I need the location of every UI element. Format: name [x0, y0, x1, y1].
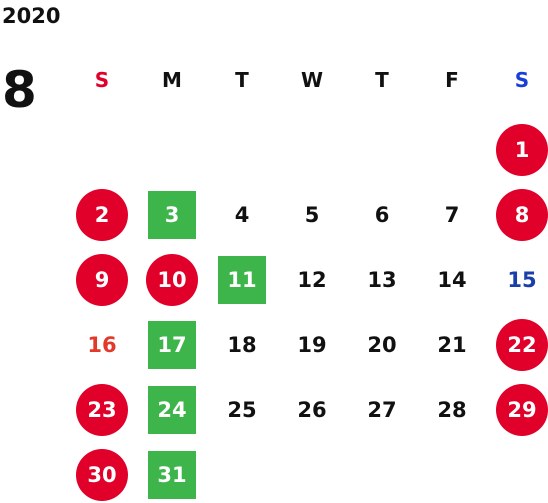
weekday-3: W: [300, 68, 324, 92]
weekday-6: S: [514, 68, 530, 92]
day-cell[interactable]: 1: [496, 124, 548, 176]
day-cell[interactable]: 21: [437, 333, 467, 357]
day-cell[interactable]: 29: [496, 384, 548, 436]
day-cell[interactable]: 30: [76, 449, 128, 501]
day-cell[interactable]: 18: [227, 333, 257, 357]
day-cell[interactable]: 23: [76, 384, 128, 436]
month-number: 8: [2, 61, 37, 119]
day-cell[interactable]: 28: [437, 398, 467, 422]
day-cell[interactable]: 24: [148, 386, 196, 434]
day-cell[interactable]: 25: [227, 398, 257, 422]
day-cell[interactable]: 26: [297, 398, 327, 422]
day-cell[interactable]: 20: [367, 333, 397, 357]
day-cell[interactable]: 8: [496, 189, 548, 241]
day-cell[interactable]: 10: [146, 254, 198, 306]
weekday-0: S: [94, 68, 110, 92]
day-cell[interactable]: 7: [444, 203, 460, 227]
day-cell[interactable]: 11: [218, 256, 266, 304]
day-cell[interactable]: 22: [496, 319, 548, 371]
day-cell[interactable]: 5: [304, 203, 320, 227]
day-cell[interactable]: 27: [367, 398, 397, 422]
day-cell[interactable]: 15: [507, 268, 537, 292]
day-cell[interactable]: 13: [367, 268, 397, 292]
day-cell[interactable]: 19: [297, 333, 327, 357]
day-cell[interactable]: 14: [437, 268, 467, 292]
day-cell[interactable]: 9: [76, 254, 128, 306]
year-label: 2020: [2, 4, 61, 28]
weekday-4: T: [375, 68, 389, 92]
weekday-5: F: [445, 68, 459, 92]
day-cell[interactable]: 6: [374, 203, 390, 227]
day-cell[interactable]: 12: [297, 268, 327, 292]
weekday-1: M: [162, 68, 182, 92]
day-cell[interactable]: 16: [87, 333, 117, 357]
weekday-2: T: [235, 68, 249, 92]
day-cell[interactable]: 3: [148, 191, 196, 239]
day-cell[interactable]: 17: [148, 321, 196, 369]
day-cell[interactable]: 4: [234, 203, 250, 227]
day-cell[interactable]: 2: [76, 189, 128, 241]
day-cell[interactable]: 31: [148, 451, 196, 499]
